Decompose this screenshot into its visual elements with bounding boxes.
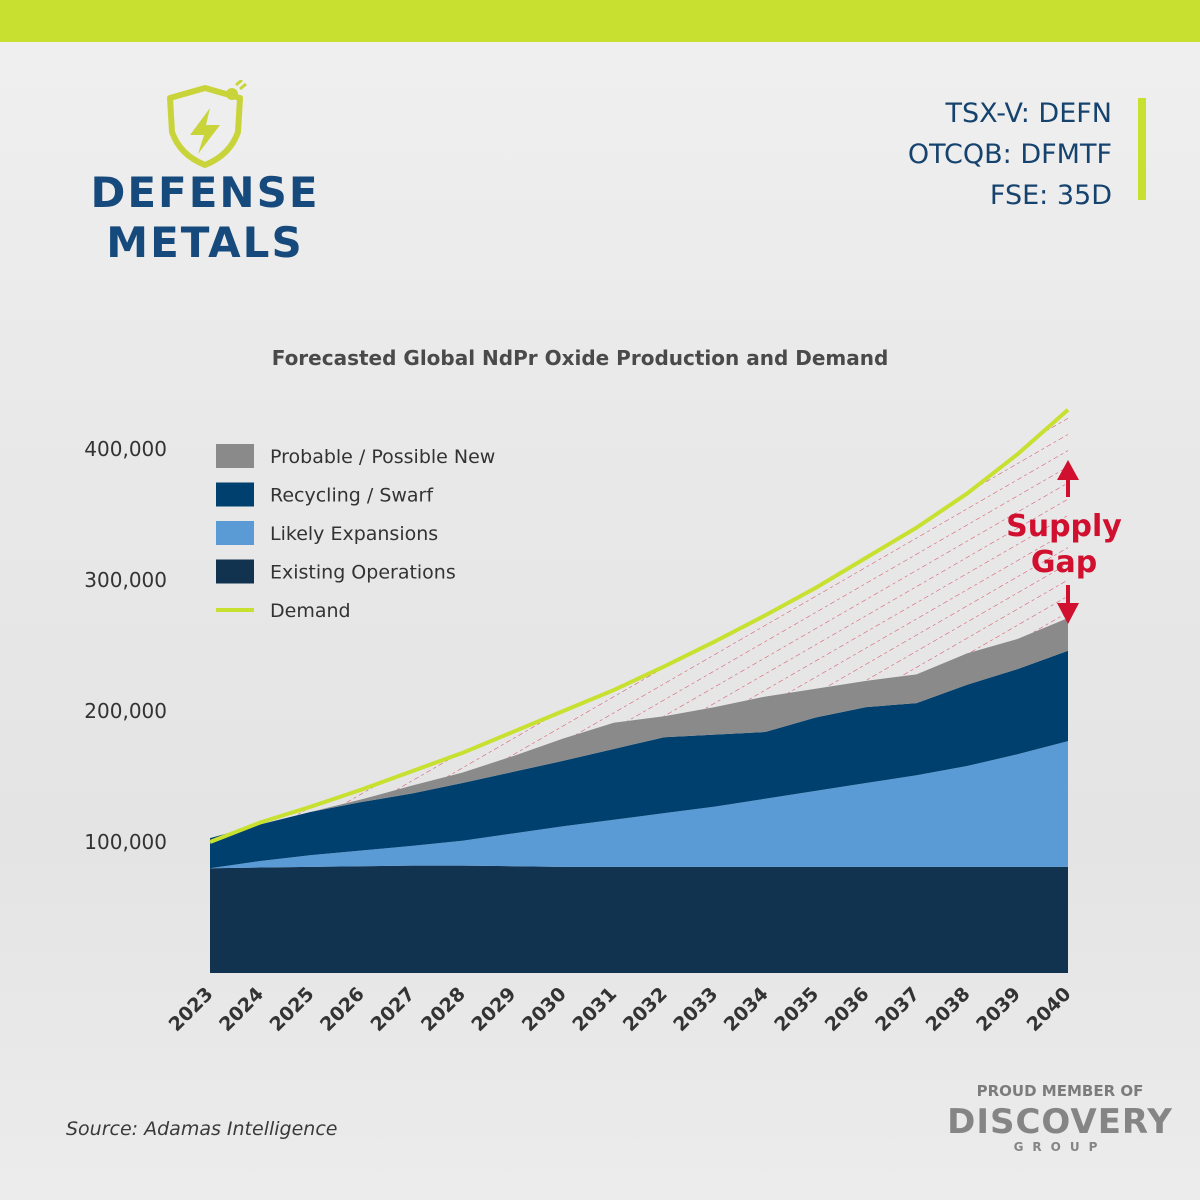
x-tick-label: 2037 (871, 983, 924, 1036)
x-tick-label: 2040 (1023, 983, 1076, 1036)
supply-gap-hatch (210, 409, 1068, 842)
x-tick-label: 2025 (266, 983, 319, 1036)
y-tick-label: 200,000 (84, 699, 167, 723)
ticker-list: TSX-V: DEFN OTCQB: DFMTF FSE: 35D (908, 93, 1112, 216)
x-tick-label: 2029 (467, 983, 520, 1036)
legend-swatch-recycling-swarf (216, 482, 254, 507)
area-recycling-swarf (210, 650, 1068, 869)
x-tick-label: 2031 (568, 983, 621, 1036)
area-existing-operations (210, 865, 1068, 973)
gap-arrow-down-icon (1057, 603, 1079, 624)
discovery-wordmark: DISCOVERY (947, 1102, 1173, 1142)
legend-swatch-demand (216, 608, 254, 612)
legend-label-demand: Demand (270, 600, 351, 622)
supply-gap-label-line1: Supply (1006, 509, 1122, 544)
ticker-otcqb: OTCQB: DFMTF (907, 139, 1112, 170)
legend-label-probable-possible-new: Probable / Possible New (270, 446, 495, 468)
legend-label-existing-operations: Existing Operations (270, 562, 456, 584)
x-tick-label: 2035 (770, 983, 823, 1036)
top-accent-bar (0, 0, 1200, 42)
demand-line (209, 408, 1070, 844)
member-label: PROUD MEMBER OF (976, 1082, 1144, 1100)
x-tick-label: 2033 (669, 983, 722, 1036)
supply-gap-label-line2: Gap (1031, 545, 1097, 580)
x-tick-label: 2027 (366, 983, 419, 1036)
discovery-group-badge: PROUD MEMBER OF DISCOVERY GROUP (945, 1082, 1175, 1154)
x-tick-label: 2028 (417, 983, 470, 1036)
x-tick-label: 2032 (619, 983, 672, 1036)
ticker-accent-bar (1138, 98, 1146, 200)
area-probable-possible-new (210, 617, 1068, 839)
y-tick-label: 400,000 (84, 437, 167, 461)
x-tick-label: 2024 (215, 983, 268, 1036)
area-likely-expansions (210, 741, 1068, 869)
legend-label-likely-expansions: Likely Expansions (270, 523, 438, 545)
y-tick-label: 100,000 (84, 830, 167, 854)
legend-swatch-probable-possible-new (216, 444, 254, 468)
source-note: Source: Adamas Intelligence (66, 1118, 338, 1140)
ticker-tsxv: TSX-V: DEFN (945, 98, 1112, 129)
legend-swatch-likely-expansions (216, 521, 254, 545)
defense-metals-logo: DEFENSE METALS (80, 78, 330, 270)
x-tick-label: 2034 (720, 983, 773, 1036)
y-tick-label: 300,000 (84, 568, 167, 592)
x-tick-label: 2026 (316, 983, 369, 1036)
x-tick-label: 2036 (821, 983, 874, 1036)
group-wordmark: GROUP (1013, 1140, 1107, 1154)
legend-label-recycling-swarf: Recycling / Swarf (270, 485, 434, 507)
shield-lightning-plug-icon (167, 78, 247, 168)
x-tick-label: 2030 (518, 983, 571, 1036)
legend-swatch-existing-operations (216, 559, 254, 584)
x-tick-label: 2038 (922, 983, 975, 1036)
gap-arrow-up-icon (1057, 460, 1079, 480)
ticker-fse: FSE: 35D (989, 180, 1112, 211)
logo-wordmark-line1: DEFENSE (90, 168, 320, 217)
x-tick-label: 2023 (165, 983, 218, 1036)
chart-title: Forecasted Global NdPr Oxide Production … (271, 346, 889, 370)
x-tick-label: 2039 (972, 983, 1025, 1036)
logo-wordmark-line2: METALS (106, 218, 304, 267)
